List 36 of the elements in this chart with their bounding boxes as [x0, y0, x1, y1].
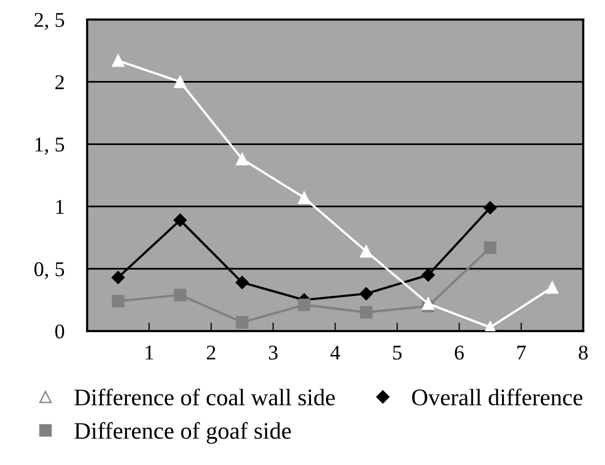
- x-tick-label: 1: [146, 346, 154, 360]
- x-tick-label: 6: [454, 346, 464, 360]
- point: [360, 245, 372, 258]
- legend-label: Difference of goaf side: [74, 422, 291, 444]
- point: [484, 241, 496, 254]
- point: [236, 276, 249, 290]
- point: [360, 287, 373, 300]
- y-tick-label: 1, 5: [35, 138, 64, 155]
- point: [422, 268, 435, 282]
- point: [112, 294, 124, 308]
- x-tick-label: 7: [517, 346, 526, 360]
- x-tick-label: 4: [330, 346, 340, 360]
- legend-label: Difference of coal wall side: [74, 388, 335, 406]
- x-tick-label: 2: [206, 346, 216, 360]
- point: [546, 281, 558, 294]
- x-tick-label: 3: [268, 346, 278, 360]
- point: [112, 54, 124, 67]
- y-tick-label: 0: [55, 324, 64, 339]
- legend-label: Overall difference: [412, 388, 582, 406]
- y-tick-label: 1: [56, 200, 64, 214]
- point: [236, 316, 248, 329]
- point: [174, 214, 187, 227]
- x-tick-label: 5: [393, 346, 402, 360]
- point: [298, 298, 310, 312]
- point: [174, 76, 186, 88]
- point: [112, 270, 125, 284]
- point: [484, 201, 497, 214]
- point: [236, 152, 248, 166]
- point: [422, 297, 434, 310]
- x-tick-label: 8: [578, 346, 588, 360]
- point: [360, 306, 372, 319]
- y-tick-label: 2: [55, 75, 64, 90]
- point: [298, 191, 310, 204]
- y-tick-label: 2, 5: [34, 12, 64, 30]
- point: [174, 288, 186, 302]
- y-tick-label: 0, 5: [34, 262, 64, 280]
